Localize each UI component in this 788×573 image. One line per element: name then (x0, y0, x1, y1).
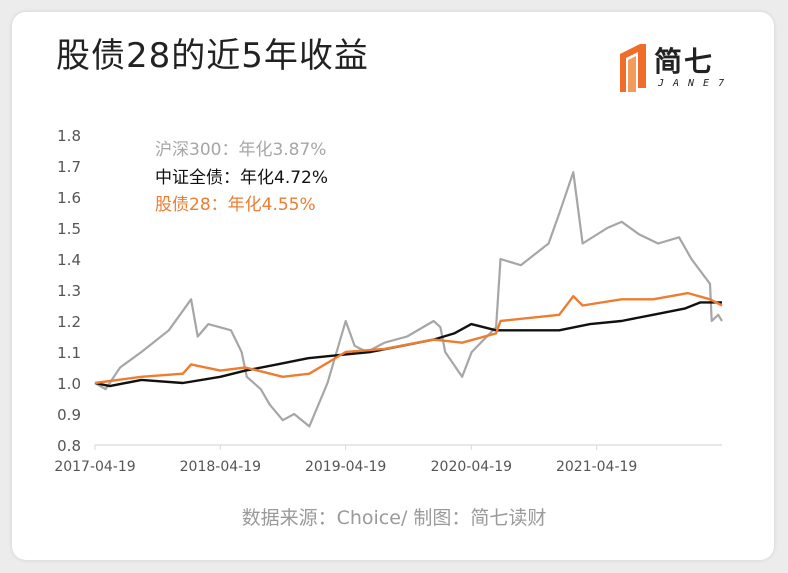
x-tick-label: 2021-04-19 (556, 459, 637, 475)
series-line-stock-bond-28 (94, 291, 723, 385)
y-tick-label: 0.8 (57, 437, 81, 455)
y-tick-label: 1.5 (57, 220, 81, 238)
y-tick-label: 1.2 (57, 313, 81, 331)
y-tick-label: 1.0 (57, 375, 81, 393)
x-tick-label: 2017-04-19 (54, 459, 135, 475)
legend-item-bond-index: 中证全债：年化4.72% (155, 168, 329, 188)
source-note: 数据来源：Choice/ 制图：简七读财 (241, 507, 547, 529)
x-axis: 2017-04-19 2018-04-19 2019-04-19 2020-04-19… (54, 444, 722, 475)
x-tick-label: 2019-04-19 (305, 459, 386, 475)
brand-logo: 简七 JANE7 (616, 38, 746, 94)
series-line-hs300 (94, 171, 723, 428)
x-tick-label: 2020-04-19 (431, 459, 512, 475)
y-tick-label: 1.1 (57, 344, 81, 362)
chart-card (12, 12, 774, 560)
logo-mark-icon (620, 44, 646, 92)
logo-text: 简七 (654, 45, 715, 78)
x-tick-label: 2018-04-19 (180, 459, 261, 475)
plot-area (94, 171, 723, 428)
y-tick-label: 1.6 (57, 189, 81, 207)
y-tick-label: 0.9 (57, 406, 81, 424)
y-tick-label: 1.8 (57, 127, 81, 145)
legend-item-hs300: 沪深300：年化3.87% (155, 140, 327, 160)
y-axis: 0.8 0.9 1.0 1.1 1.2 1.3 1.4 1.5 1.6 1.7 1.8 (57, 127, 81, 455)
y-tick-label: 1.7 (57, 158, 81, 176)
y-tick-label: 1.3 (57, 282, 81, 300)
y-tick-label: 1.4 (57, 251, 81, 269)
chart-title: 股债28的近5年收益 (56, 36, 369, 76)
logo-subtext: JANE7 (658, 78, 734, 89)
legend-item-stock-bond-28: 股债28：年化4.55% (155, 195, 316, 215)
